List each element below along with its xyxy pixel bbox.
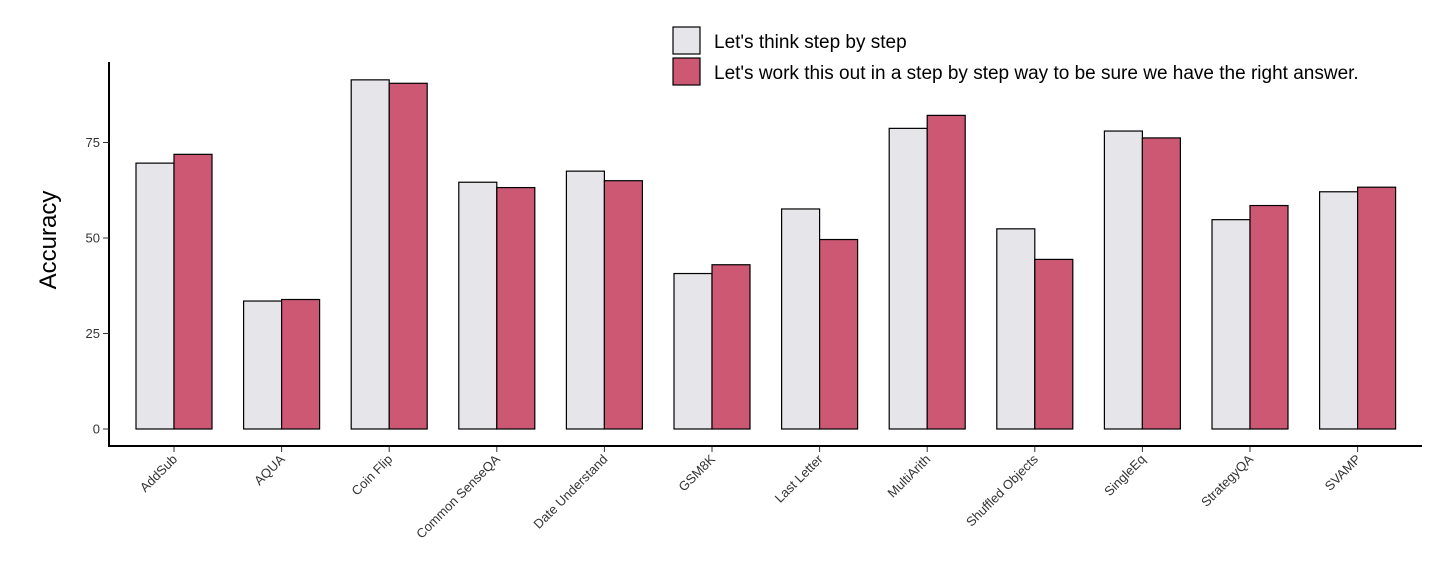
bar-work-out-strategyqa <box>1249 204 1289 430</box>
bar-think-step-aqua <box>243 300 283 430</box>
bar-work-out-singleeq <box>1141 137 1182 430</box>
legend-swatch <box>672 26 701 55</box>
bar-work-out-svamp <box>1356 186 1397 430</box>
bar-think-step-last-letter <box>780 208 821 430</box>
x-axis: AddSub AQUA Coin Flip Common SenseQA Date Un… <box>108 445 1422 541</box>
x-tick-label: Common SenseQA <box>413 451 503 541</box>
x-tick-label: Shuffled Objects <box>963 451 1041 529</box>
y-axis-label: Accuracy <box>35 191 62 290</box>
x-tick-label: GSM8K <box>675 451 718 494</box>
x-tick-label: SingleEq <box>1101 452 1148 499</box>
legend-label: Let's work this out in a step by step wa… <box>714 63 1359 84</box>
legend: Let's think step by step Let's work this … <box>672 26 1359 86</box>
bar-think-step-date-understand <box>565 170 606 430</box>
bar-work-out-multiarith <box>926 114 966 430</box>
bar-work-out-aqua <box>281 298 321 430</box>
legend-swatch <box>672 57 701 86</box>
x-tick-label: SVAMP <box>1322 452 1364 494</box>
bar-think-step-multiarith <box>888 127 928 430</box>
legend-label: Let's think step by step <box>714 32 907 53</box>
bar-work-out-gsm8k <box>711 264 751 430</box>
bar-think-step-gsm8k <box>673 272 713 430</box>
y-tick-label: 25 <box>86 326 100 341</box>
bar-work-out-common-senseqa <box>496 186 536 430</box>
bar-think-step-singleeq <box>1103 130 1144 430</box>
y-tick-label: 50 <box>86 231 100 246</box>
bar-work-out-addsub <box>173 153 213 430</box>
bar-think-step-svamp <box>1318 191 1359 430</box>
bar-think-step-coin-flip <box>350 79 390 430</box>
bar-work-out-date-understand <box>603 180 644 430</box>
x-tick-label: Last Letter <box>772 451 827 506</box>
x-tick-label: MultiArith <box>884 452 933 501</box>
bar-work-out-coin-flip <box>388 82 428 430</box>
bar-work-out-shuffled-objects <box>1034 258 1074 430</box>
bar-think-step-common-senseqa <box>458 181 498 430</box>
bar-work-out-last-letter <box>818 238 859 430</box>
bar-think-step-strategyqa <box>1211 219 1251 430</box>
y-tick-label: 75 <box>86 135 100 150</box>
x-tick-label: AQUA <box>251 451 288 488</box>
x-tick-label: StrategyQA <box>1198 451 1256 509</box>
x-tick-label: Date Understand <box>530 452 610 532</box>
bar-think-step-shuffled-objects <box>996 228 1036 430</box>
x-tick-label: Coin Flip <box>348 452 395 499</box>
y-axis: 0 25 50 75 <box>86 62 110 447</box>
bars-group <box>135 79 1397 430</box>
y-tick-label: 0 <box>93 422 100 437</box>
x-tick-label: AddSub <box>137 452 180 495</box>
bar-think-step-addsub <box>135 162 175 430</box>
